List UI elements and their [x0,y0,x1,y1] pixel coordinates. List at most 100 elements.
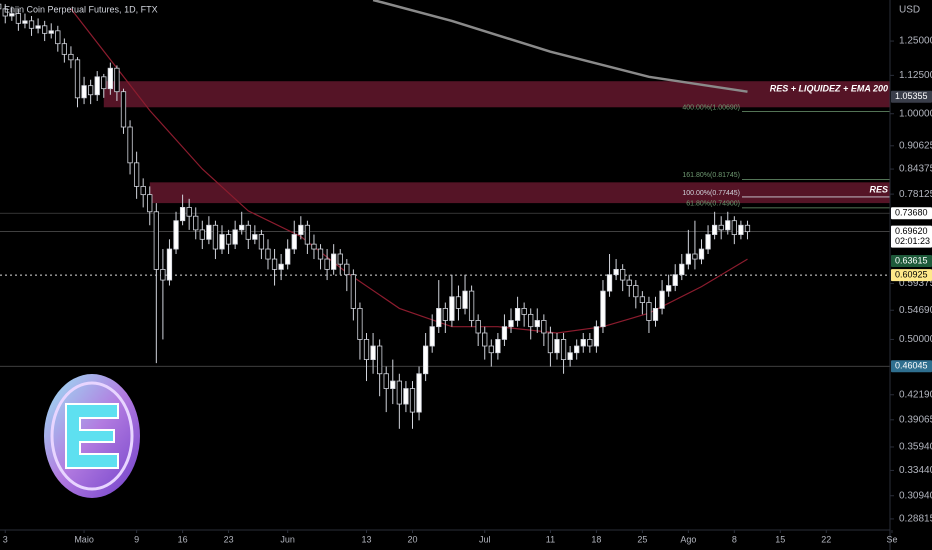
candle-body [370,345,376,360]
candle-body [560,339,567,360]
candle-body [133,162,140,187]
zone-label: RES + LIQUIDEZ + EMA 200 [770,84,888,94]
candle-body [350,274,357,309]
candle-body [291,234,297,250]
y-tick-label: 0.42190 [899,389,932,400]
price-label: 0.69620 [895,226,928,236]
zone [149,182,890,204]
candle-body [219,234,225,250]
price-label: 0.46045 [895,361,928,371]
indicator-line [372,0,748,93]
candle-body [580,339,586,347]
candle-body [278,263,284,270]
candle-body [495,339,501,354]
candle-body [245,224,251,240]
candle-body [672,274,678,286]
y-tick-label: 0.90625 [899,140,932,151]
candle-body [298,224,304,235]
candle-body [225,234,232,245]
x-tick-label: 16 [178,534,188,544]
candle-body [265,248,271,260]
x-tick-label: 13 [362,534,372,544]
candle-body [74,59,81,99]
y-tick-label: 0.50000 [899,334,932,345]
candle-body [166,248,173,281]
candle-body [120,91,127,128]
price-label-box [891,269,932,282]
x-tick-label: Jun [280,534,295,544]
price-label: 1.05355 [895,91,928,101]
candle-body [35,25,41,29]
candle-body [422,345,429,375]
price-label: 0.63615 [895,255,928,265]
candle-body [666,285,672,292]
price-label-box [891,255,932,268]
candle-body [153,211,159,270]
candle-body [101,76,107,90]
symbol-title: Enjin Coin Perpetual Futures, 1D, FTX [4,4,158,14]
candle-body [324,258,330,270]
candle-body [646,302,652,321]
candle-body [22,20,28,24]
candle-body [528,313,534,328]
candle-body [606,274,613,292]
candle-body [331,253,337,270]
y-tick-label: 1.25000 [899,36,932,47]
x-tick-label: 15 [775,534,785,544]
candle-body [685,253,691,265]
candle-body [55,30,61,45]
candle-body [521,308,527,315]
candle-body [455,296,462,309]
logo [44,374,140,498]
candle-body [705,234,711,250]
candle-body [212,224,219,250]
axes: 1.25000 1.12500 1.00000 0.90625 0.84375 0.781… [3,36,932,544]
x-tick-label: Maio [74,534,94,544]
candle-body [718,224,724,231]
y-tick-label: 0.35940 [899,442,932,453]
price-label: 0.73680 [895,208,928,218]
x-tick-label: 9 [134,534,139,544]
candle-body [652,308,659,321]
candle-body [377,345,383,375]
candle-body [698,248,705,260]
x-tick-label: 11 [546,534,555,544]
candle-body [567,352,573,360]
y-tick-label: 1.12500 [899,70,932,81]
y-tick-label: 0.28815 [899,514,932,525]
zone-label: RES [869,185,888,195]
candle-body [337,253,343,265]
candle-body [429,326,435,347]
candle-body [114,67,120,93]
candle-body [81,85,87,99]
candle-body [626,279,632,286]
y-tick-label: 0.39065 [899,414,932,425]
candle-body [403,388,409,405]
candle-body [48,30,54,34]
candle-body [731,220,737,235]
candle-body [409,388,416,413]
y-tick-label: 0.84375 [899,164,932,175]
candle-body [725,220,731,231]
fib-label: 161.80%(0.81745) [682,172,740,179]
candle-body [344,263,350,276]
fib-label: 400.00%(1.00690) [682,104,740,111]
candle-body [258,234,265,250]
candle-body [9,13,15,17]
candle-body [574,345,580,354]
candle-body [679,263,685,276]
price-label: 0.60925 [895,269,928,279]
candle-body [140,185,146,196]
candle-body [613,268,619,276]
candle-body [593,326,600,347]
y-tick-label: 0.59375 [899,278,932,289]
x-tick-label: 18 [591,534,601,544]
candle-body [541,320,547,334]
fib-label: 61.80%(0.74900) [686,201,740,208]
candle-body [88,85,94,96]
x-tick-label: 22 [821,534,831,544]
x-tick-label: 20 [407,534,417,544]
y-tick-label: 0.54690 [899,305,932,316]
candle-body [0,3,2,10]
